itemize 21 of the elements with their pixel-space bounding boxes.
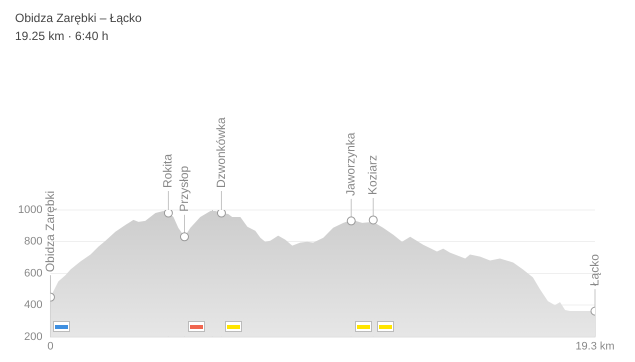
annotation: Koziarz <box>366 154 380 195</box>
x-tick-label: 19.3 km <box>575 340 615 352</box>
point <box>216 210 226 218</box>
annotation: Rokita <box>160 154 175 188</box>
chart-subtitle: 19.25 km · 6:40 h <box>15 29 108 43</box>
annotation: Dzwonkówka <box>214 116 228 188</box>
annotation: Obidza Zarębki <box>42 190 57 272</box>
y-tick-label: 400 <box>24 299 42 312</box>
annotation: Jaworzynka <box>344 132 358 196</box>
point <box>180 232 189 242</box>
annotation: Łącko <box>587 254 602 286</box>
point <box>346 216 356 226</box>
chart-title: Obidza Zarębki – Łącko <box>15 11 142 25</box>
annotation: Przysłop <box>176 165 191 212</box>
point <box>164 210 173 218</box>
y-tick-label: 1000 <box>18 204 42 216</box>
point <box>368 215 378 224</box>
y-tick-label: 800 <box>24 236 42 248</box>
x-tick-label: 0 <box>47 340 54 352</box>
y-tick-label: 200 <box>24 330 42 343</box>
y-tick-label: 600 <box>24 267 42 280</box>
